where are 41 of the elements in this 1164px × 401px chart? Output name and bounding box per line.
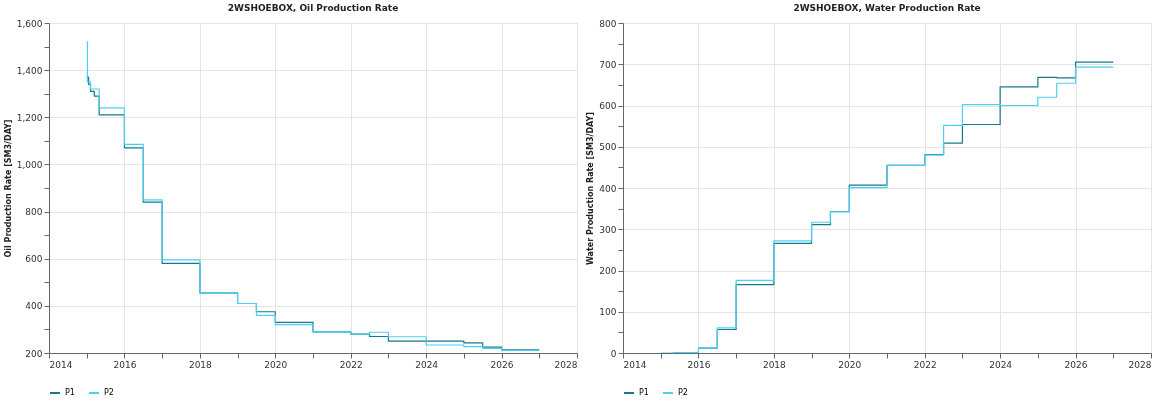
y-tick-label: 500 — [599, 142, 617, 153]
y-tick-label: 1,600 — [16, 18, 43, 29]
x-tick-label: 2020 — [264, 359, 288, 370]
x-tick-label: 2014 — [49, 359, 73, 370]
legend-label: P2 — [678, 388, 688, 397]
x-tick-label: 2026 — [1064, 359, 1088, 370]
y-tick-label: 400 — [599, 183, 617, 194]
x-tick-label: 2016 — [687, 359, 711, 370]
x-tick-label: 2028 — [1128, 359, 1152, 370]
x-tick-label: 2024 — [415, 359, 439, 370]
y-tick-label: 100 — [599, 307, 617, 318]
y-tick-label: 200 — [599, 266, 617, 276]
chart-title: 2WSHOEBOX, Water Production Rate — [793, 3, 981, 13]
x-tick-label: 2028 — [554, 359, 578, 370]
x-tick-label: 2020 — [838, 359, 862, 370]
legend-label: P1 — [639, 388, 649, 397]
y-tick-label: 800 — [25, 207, 43, 218]
y-tick-label: 600 — [599, 101, 617, 111]
y-tick-label: 1,200 — [16, 112, 43, 123]
y-tick-label: 700 — [599, 59, 617, 70]
y-tick-label: 1,400 — [16, 65, 43, 76]
x-tick-label: 2024 — [989, 359, 1013, 370]
y-tick-label: 800 — [599, 18, 617, 29]
x-tick-label: 2018 — [188, 359, 213, 370]
x-tick-label: 2018 — [762, 359, 787, 370]
x-tick-label: 2016 — [113, 359, 137, 370]
legend-label: P2 — [104, 388, 114, 397]
y-tick-label: 200 — [25, 348, 43, 359]
y-axis-title: Oil Production Rate [SM3/DAY] — [3, 119, 13, 258]
x-tick-label: 2026 — [490, 359, 514, 370]
y-tick-label: 0 — [610, 348, 617, 359]
x-tick-label: 2022 — [339, 359, 363, 370]
y-axis-title: Water Production Rate [SM3/DAY] — [586, 112, 596, 265]
x-tick-label: 2014 — [623, 359, 647, 370]
y-tick-label: 300 — [599, 224, 617, 235]
chart-title: 2WSHOEBOX, Oil Production Rate — [227, 3, 399, 13]
legend-label: P1 — [65, 388, 75, 397]
y-tick-label: 400 — [25, 301, 43, 312]
x-tick-label: 2022 — [913, 359, 937, 370]
y-tick-label: 1,000 — [16, 159, 43, 170]
y-tick-label: 600 — [25, 254, 43, 265]
